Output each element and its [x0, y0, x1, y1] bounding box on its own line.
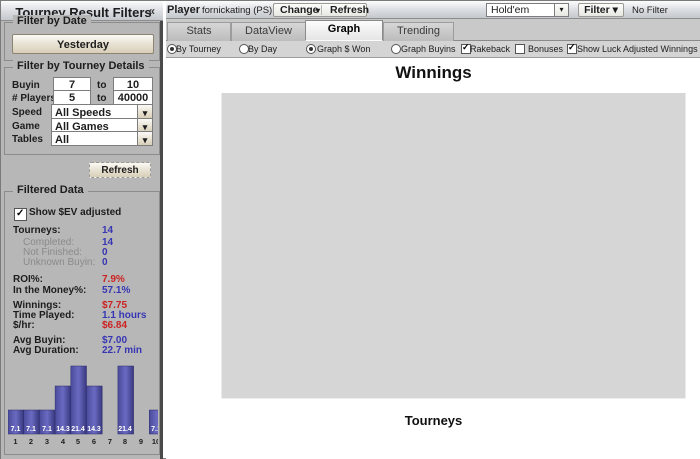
- svg-text:21.4: 21.4: [71, 426, 85, 433]
- svg-text:14.3: 14.3: [87, 426, 101, 433]
- svg-text:7: 7: [108, 437, 112, 446]
- svg-text:4: 4: [61, 437, 66, 446]
- svg-text:7.1: 7.1: [42, 426, 52, 433]
- svg-text:8: 8: [123, 437, 127, 446]
- svg-text:7.1: 7.1: [26, 426, 36, 433]
- svg-text:9: 9: [139, 437, 143, 446]
- svg-text:6: 6: [92, 437, 96, 446]
- svg-text:7.1: 7.1: [151, 426, 158, 433]
- svg-text:10: 10: [152, 437, 158, 446]
- svg-text:3: 3: [45, 437, 49, 446]
- svg-text:5: 5: [76, 437, 80, 446]
- svg-text:1: 1: [13, 437, 17, 446]
- svg-text:21.4: 21.4: [118, 426, 132, 433]
- svg-text:7.1: 7.1: [11, 426, 21, 433]
- svg-text:2: 2: [29, 437, 33, 446]
- svg-text:14.3: 14.3: [56, 426, 70, 433]
